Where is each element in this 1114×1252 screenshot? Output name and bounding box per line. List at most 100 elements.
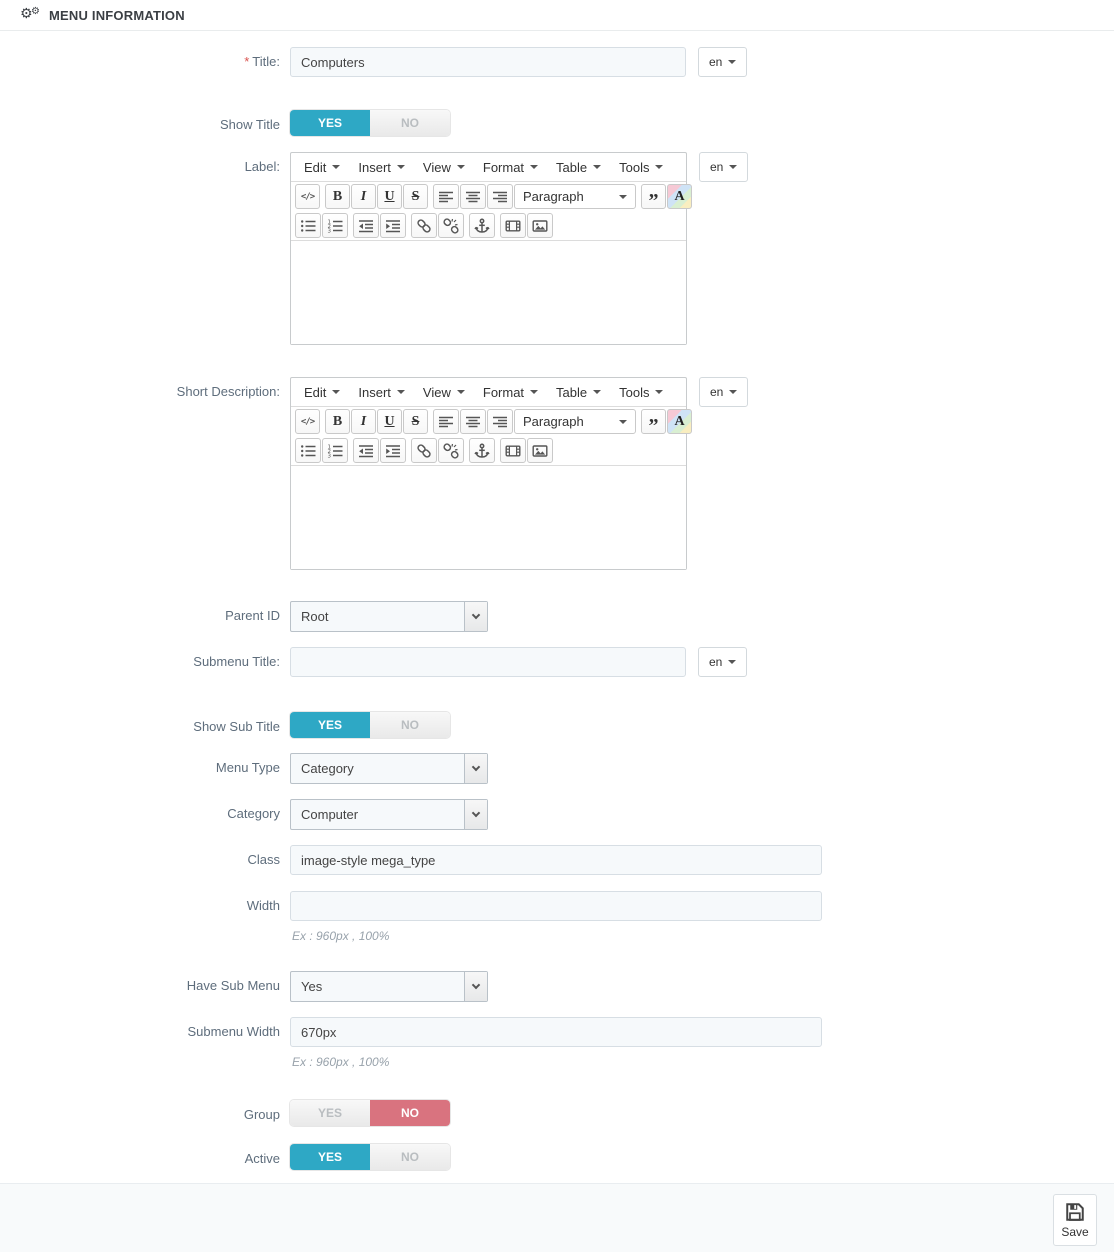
- category-select[interactable]: Computer: [290, 799, 488, 830]
- link-icon: [416, 218, 432, 234]
- paragraph-format-select[interactable]: Paragraph: [514, 409, 636, 434]
- italic-button[interactable]: I: [351, 409, 376, 434]
- editor-menu-edit[interactable]: Edit: [295, 381, 349, 404]
- caret-down-icon: [729, 165, 738, 169]
- editor-menu-edit[interactable]: Edit: [295, 156, 349, 179]
- bullet-list-button[interactable]: [295, 438, 321, 463]
- numbered-list-button[interactable]: [322, 213, 348, 238]
- group-yes-button[interactable]: YES: [290, 1100, 370, 1126]
- form-row-show-sub-title: Show Sub Title YES NO: [0, 712, 1114, 738]
- outdent-button[interactable]: [353, 213, 379, 238]
- active-no-button[interactable]: NO: [370, 1144, 450, 1170]
- submenu-title-input[interactable]: [290, 647, 686, 677]
- blockquote-button[interactable]: ”: [641, 409, 666, 437]
- unlink-icon: [443, 218, 459, 234]
- editor-menu-table[interactable]: Table: [547, 156, 610, 179]
- text-color-button[interactable]: A: [667, 409, 692, 434]
- align-center-button[interactable]: [460, 184, 486, 209]
- source-code-button[interactable]: </>: [295, 184, 320, 209]
- align-left-button[interactable]: [433, 409, 459, 434]
- parent-id-select[interactable]: Root: [290, 601, 488, 632]
- strikethrough-button[interactable]: S: [403, 409, 428, 434]
- editor-content-area[interactable]: [291, 240, 686, 344]
- language-select-button[interactable]: en: [699, 152, 749, 182]
- caret-down-icon: [729, 390, 738, 394]
- unlink-button[interactable]: [438, 438, 464, 463]
- dropdown-arrow-icon: [464, 602, 487, 631]
- outdent-button[interactable]: [353, 438, 379, 463]
- active-yes-button[interactable]: YES: [290, 1144, 370, 1170]
- submenu-width-input[interactable]: [290, 1017, 822, 1047]
- align-right-button[interactable]: [487, 184, 513, 209]
- language-select-button[interactable]: en: [698, 47, 748, 77]
- text-color-icon: A: [674, 413, 685, 429]
- editor-menu-tools[interactable]: Tools: [610, 381, 672, 404]
- media-button[interactable]: [500, 213, 526, 238]
- strikethrough-button[interactable]: S: [403, 184, 428, 209]
- text-color-button[interactable]: A: [667, 184, 692, 209]
- align-center-button[interactable]: [460, 409, 486, 434]
- italic-button[interactable]: I: [351, 184, 376, 209]
- show-sub-title-no-button[interactable]: NO: [370, 712, 450, 738]
- indent-button[interactable]: [380, 438, 406, 463]
- editor-menu-insert[interactable]: Insert: [349, 156, 414, 179]
- underline-button[interactable]: U: [377, 409, 402, 434]
- group-toggle: YES NO: [290, 1100, 450, 1126]
- width-input[interactable]: [290, 891, 822, 921]
- have-sub-menu-select[interactable]: Yes: [290, 971, 488, 1002]
- menu-type-select[interactable]: Category: [290, 753, 488, 784]
- show-sub-title-yes-button[interactable]: YES: [290, 712, 370, 738]
- anchor-button[interactable]: [469, 438, 495, 463]
- panel-heading: ⚙ ⚙ MENU INFORMATION: [0, 0, 1114, 31]
- image-button[interactable]: [527, 438, 553, 463]
- form-row-have-sub-menu: Have Sub Menu Yes: [0, 971, 1114, 1002]
- media-button[interactable]: [500, 438, 526, 463]
- editor-menu-table[interactable]: Table: [547, 381, 610, 404]
- active-label: Active: [244, 1151, 280, 1166]
- save-button[interactable]: Save: [1053, 1194, 1097, 1246]
- editor-menubar: Edit Insert View Format Table Tools: [291, 153, 686, 182]
- link-button[interactable]: [411, 438, 437, 463]
- editor-menu-format[interactable]: Format: [474, 381, 547, 404]
- editor-menu-view[interactable]: View: [414, 156, 474, 179]
- numbered-list-button[interactable]: [322, 438, 348, 463]
- title-label-text: Title:: [252, 54, 280, 69]
- class-input[interactable]: [290, 845, 822, 875]
- show-title-no-button[interactable]: NO: [370, 110, 450, 136]
- label-field-label: Label:: [244, 159, 280, 174]
- group-no-button[interactable]: NO: [370, 1100, 450, 1126]
- language-select-button[interactable]: en: [698, 647, 748, 677]
- language-select-button[interactable]: en: [699, 377, 749, 407]
- blockquote-icon: ”: [648, 414, 659, 437]
- bullet-list-icon: [300, 218, 316, 234]
- bullet-list-button[interactable]: [295, 213, 321, 238]
- text-color-icon: A: [674, 188, 685, 204]
- editor-menu-format[interactable]: Format: [474, 156, 547, 179]
- editor-menu-insert[interactable]: Insert: [349, 381, 414, 404]
- caret-down-icon: [530, 165, 539, 169]
- align-left-button[interactable]: [433, 184, 459, 209]
- source-code-button[interactable]: </>: [295, 409, 320, 434]
- editor-menu-view[interactable]: View: [414, 381, 474, 404]
- align-right-icon: [492, 189, 508, 205]
- align-right-button[interactable]: [487, 409, 513, 434]
- anchor-button[interactable]: [469, 213, 495, 238]
- editor-content-area[interactable]: [291, 465, 686, 569]
- bold-button[interactable]: B: [325, 409, 350, 434]
- paragraph-format-select[interactable]: Paragraph: [514, 184, 636, 209]
- bold-button[interactable]: B: [325, 184, 350, 209]
- blockquote-button[interactable]: ”: [641, 184, 666, 211]
- caret-down-icon: [728, 60, 737, 64]
- unlink-button[interactable]: [438, 213, 464, 238]
- caret-down-icon: [456, 165, 465, 169]
- caret-down-icon: [332, 165, 341, 169]
- image-button[interactable]: [527, 213, 553, 238]
- underline-button[interactable]: U: [377, 184, 402, 209]
- title-input[interactable]: [290, 47, 686, 77]
- indent-button[interactable]: [380, 213, 406, 238]
- editor-menu-tools[interactable]: Tools: [610, 156, 672, 179]
- menu-information-form: *Title: en Show Title YES NO Label: Edit…: [0, 31, 1114, 1170]
- form-row-submenu-title: Submenu Title: en: [0, 647, 1114, 677]
- link-button[interactable]: [411, 213, 437, 238]
- show-title-yes-button[interactable]: YES: [290, 110, 370, 136]
